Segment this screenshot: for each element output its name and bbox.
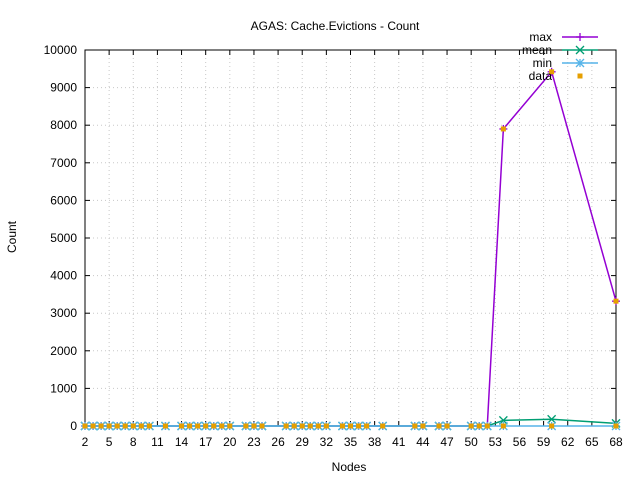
y-tick-label: 4000 [50, 269, 77, 283]
x-tick-label: 35 [344, 435, 358, 449]
series-data-point [356, 423, 362, 429]
series-data-point [412, 423, 418, 429]
x-tick-label: 62 [561, 435, 575, 449]
series-data-point [549, 423, 555, 429]
series-data-point [323, 423, 329, 429]
legend-marker-mean [575, 45, 585, 55]
series-data-point [82, 423, 88, 429]
series-data-point [106, 423, 112, 429]
series-data-point [203, 423, 209, 429]
series-data-point [291, 423, 297, 429]
series-data-point [420, 423, 426, 429]
series-mean-point [547, 414, 557, 424]
series-data-point [283, 423, 289, 429]
series-data-point [130, 423, 136, 429]
series-data-point [98, 423, 104, 429]
x-tick-label: 53 [489, 435, 503, 449]
series-layer [80, 67, 621, 431]
series-data-point [549, 69, 555, 75]
y-tick-label: 2000 [50, 344, 77, 358]
x-tick-label: 56 [513, 435, 527, 449]
legend-marker-data [577, 73, 583, 79]
y-tick-label: 1000 [50, 381, 77, 395]
series-data-point [138, 423, 144, 429]
legend-marker-max [576, 33, 584, 41]
series-data-point [227, 423, 233, 429]
y-tick-label: 7000 [50, 156, 77, 170]
x-tick-label: 65 [585, 435, 599, 449]
x-tick-label: 2 [82, 435, 89, 449]
x-tick-label: 8 [130, 435, 137, 449]
series-data-point [114, 423, 120, 429]
y-tick-label: 3000 [50, 306, 77, 320]
series-data-point [162, 423, 168, 429]
series-data-point [195, 423, 201, 429]
series-data-point [315, 423, 321, 429]
legend-label-mean: mean [522, 43, 552, 57]
series-data-point [90, 423, 96, 429]
series-data-point [187, 423, 193, 429]
series-data-point [476, 423, 482, 429]
series-data-point [613, 298, 619, 304]
series-data-point [613, 423, 619, 429]
series-data-point [146, 423, 152, 429]
series-data-point [259, 423, 265, 429]
series-data-point [364, 423, 370, 429]
x-tick-label: 11 [151, 435, 164, 449]
x-tick-label: 41 [392, 435, 406, 449]
x-tick-label: 14 [175, 435, 189, 449]
legend-label-data: data [529, 69, 553, 83]
x-tick-label: 29 [296, 435, 310, 449]
x-tick-label: 59 [537, 435, 551, 449]
x-tick-label: 5 [106, 435, 113, 449]
series-data-point [500, 423, 506, 429]
x-tick-label: 44 [416, 435, 430, 449]
y-axis-label: Count [5, 220, 19, 253]
series-data-point [211, 423, 217, 429]
legend-marker-min [575, 58, 585, 68]
y-tick-label: 8000 [50, 118, 77, 132]
series-data-point [348, 423, 353, 429]
legend-label-max: max [529, 30, 552, 44]
y-tick-label: 6000 [50, 193, 77, 207]
x-tick-label: 38 [368, 435, 382, 449]
x-tick-label: 47 [440, 435, 454, 449]
x-tick-label: 26 [271, 435, 285, 449]
series-data-point [307, 423, 313, 429]
x-tick-label: 23 [247, 435, 261, 449]
x-tick-label: 20 [223, 435, 237, 449]
x-axis-label: Nodes [332, 460, 367, 474]
x-tick-label: 50 [465, 435, 479, 449]
y-tick-label: 10000 [44, 43, 78, 57]
y-tick-label: 9000 [50, 81, 77, 95]
grid-layer [85, 50, 616, 426]
series-data-point [468, 423, 474, 429]
y-tick-label: 0 [70, 419, 77, 433]
series-data-point [380, 423, 386, 429]
series-data-point [179, 423, 185, 429]
axis-layer: 2 5 8 11 14 17 20 23 26 29 32 35 38 41 44 47 50 53 56 59 62 6… [44, 43, 623, 449]
series-data-point [219, 423, 225, 429]
x-tick-label: 68 [609, 435, 623, 449]
series-data-point [436, 423, 442, 429]
series-data-point [243, 423, 249, 429]
series-data-point [122, 423, 128, 429]
series-data-point [299, 423, 305, 429]
series-data-point [251, 423, 257, 429]
series-data-point [444, 423, 450, 429]
legend-label-min: min [533, 56, 552, 70]
y-tick-label: 5000 [50, 231, 77, 245]
series-data-point [484, 423, 490, 429]
x-tick-label: 32 [320, 435, 334, 449]
series-data-point [339, 423, 345, 429]
x-tick-label: 17 [199, 435, 213, 449]
chart-title: AGAS: Cache.Evictions - Count [251, 19, 420, 33]
series-data-point [500, 126, 506, 132]
